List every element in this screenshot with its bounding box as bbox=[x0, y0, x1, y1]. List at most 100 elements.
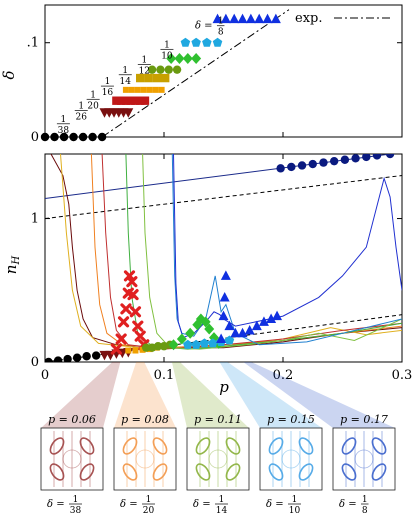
thumbnail-frame bbox=[259, 427, 323, 491]
bottom-series-4-marker bbox=[153, 342, 163, 351]
thumbnail-callouts bbox=[41, 362, 395, 428]
bottom-series-2-marker bbox=[120, 303, 132, 315]
bottom-series-6-marker bbox=[191, 339, 201, 349]
thumbnail-delta-denominator: 38 bbox=[70, 506, 82, 516]
top-series-2-marker bbox=[152, 86, 159, 93]
top-series-6-marker bbox=[202, 37, 212, 47]
top-y-axis-label: δ bbox=[0, 70, 18, 79]
bottom-series-7-marker bbox=[266, 313, 277, 323]
top-zero-marker bbox=[78, 132, 88, 142]
bottom-series-7-marker bbox=[272, 310, 283, 321]
bottom-series-8-marker bbox=[297, 161, 307, 170]
thumbnail-lobe bbox=[268, 463, 284, 481]
top-delta-label-1: 126 bbox=[74, 102, 88, 123]
top-delta-label-4-numerator: 1 bbox=[122, 66, 128, 76]
thumbnail-pattern bbox=[49, 431, 95, 487]
thumbnail-lobe bbox=[195, 463, 211, 481]
callout-wedge-2 bbox=[171, 362, 249, 428]
bottom-series-2-marker bbox=[134, 330, 146, 342]
top-zero-marker bbox=[59, 132, 69, 142]
nh-curve-1 bbox=[60, 154, 402, 349]
top-delta-label-7-numerator: 1 bbox=[218, 17, 224, 27]
top-series-4-marker bbox=[147, 65, 157, 74]
top-delta-label-6-numerator: 1 bbox=[164, 40, 170, 50]
bottom-lines-layer bbox=[45, 154, 402, 362]
bottom-series-7-marker bbox=[216, 333, 227, 344]
thumbnail-frame bbox=[186, 427, 250, 491]
thumbnail-title: p = 0.15 bbox=[267, 413, 315, 426]
top-series-1-marker bbox=[126, 96, 135, 105]
top-delta-label-2-denominator: 20 bbox=[87, 101, 99, 111]
thumbnail-4: p = 0.17 δ = 18 bbox=[332, 413, 396, 516]
thumbnail-frame bbox=[113, 427, 177, 491]
top-delta-label-7-prefix: δ = bbox=[195, 21, 213, 32]
top-delta-label-2: 120 bbox=[86, 90, 100, 111]
bottom-series-0-marker bbox=[45, 357, 53, 362]
bottom-series-7-marker bbox=[244, 324, 255, 335]
bottom-series-7-marker bbox=[218, 310, 229, 321]
callout-wedge-4 bbox=[243, 362, 395, 428]
top-zero-marker bbox=[50, 132, 59, 142]
top-series-7-marker bbox=[254, 13, 265, 24]
bottom-series-2-marker bbox=[115, 333, 127, 345]
top-series-3-marker bbox=[160, 73, 170, 83]
bottom-x-tick-label: 0.2 bbox=[273, 368, 294, 383]
bottom-series-2-marker bbox=[129, 306, 142, 318]
thumbnail-0: p = 0.06 δ = 138 bbox=[40, 413, 104, 516]
thumbnail-lobe bbox=[49, 437, 65, 455]
top-series-7-marker bbox=[262, 13, 273, 24]
top-series-2-marker bbox=[134, 86, 141, 93]
bottom-y-tick-label: 1 bbox=[31, 212, 39, 227]
bottom-series-2-marker bbox=[110, 343, 122, 355]
top-delta-label-0-numerator: 1 bbox=[61, 115, 67, 125]
thumbnail-lobe bbox=[341, 463, 357, 481]
thumbnail-delta-numerator: 1 bbox=[292, 495, 298, 505]
bottom-series-8-marker bbox=[276, 164, 285, 173]
bottom-series-3-marker bbox=[132, 347, 139, 354]
bottom-series-5-marker bbox=[185, 327, 196, 339]
top-plot-frame bbox=[44, 4, 403, 138]
top-series-6-marker bbox=[212, 37, 223, 47]
top-delta-label-6-denominator: 10 bbox=[161, 51, 173, 61]
bottom-series-8-marker bbox=[362, 154, 371, 162]
thumbnail-lobe bbox=[122, 437, 138, 455]
thumbnail-delta: δ = 110 bbox=[266, 495, 301, 516]
thumbnail-lobe bbox=[371, 437, 387, 455]
thumbnail-delta-denominator: 20 bbox=[143, 506, 155, 516]
thumbnail-ring bbox=[208, 449, 228, 469]
top-delta-label-5-denominator: 12 bbox=[139, 66, 150, 76]
bottom-series-3-marker bbox=[125, 347, 132, 354]
top-series-5-marker bbox=[191, 52, 202, 64]
bottom-y-axis-label-sub: H bbox=[11, 256, 22, 266]
bottom-series-0-marker bbox=[72, 353, 82, 362]
top-series-5-marker bbox=[174, 52, 185, 64]
thumbnail-title: p = 0.08 bbox=[121, 413, 169, 426]
top-series-5-marker bbox=[166, 52, 177, 64]
thumbnail-title: p = 0.06 bbox=[48, 413, 96, 426]
thumbnail-lobe bbox=[49, 463, 65, 481]
top-delta-label-4-denominator: 14 bbox=[120, 77, 132, 87]
bottom-series-7-marker bbox=[251, 320, 262, 331]
bottom-panel: 0 0.1 0.2 0.3 0 1 nH p bbox=[2, 153, 413, 396]
thumbnail-ring bbox=[135, 449, 155, 469]
legend: exp. bbox=[295, 11, 390, 26]
legend-label: exp. bbox=[295, 11, 322, 26]
top-delta-label-7: δ = 18 bbox=[195, 17, 225, 38]
bottom-series-0-marker bbox=[53, 356, 63, 362]
thumbnail-delta-denominator: 14 bbox=[216, 506, 228, 516]
thumbnail-pattern bbox=[268, 431, 314, 487]
thumbnail-delta: δ = 120 bbox=[120, 495, 155, 516]
top-delta-label-5: 112 bbox=[137, 55, 151, 76]
top-series-6-marker bbox=[180, 37, 191, 47]
bottom-ticks-layer: 0 0.1 0.2 0.3 0 1 bbox=[31, 154, 413, 383]
thumbnail-frame bbox=[332, 427, 396, 491]
top-series-7-marker bbox=[229, 13, 240, 24]
top-series-1-marker bbox=[116, 96, 126, 105]
thumbnail-lobe bbox=[225, 437, 241, 455]
top-series-7-marker bbox=[220, 13, 231, 24]
top-delta-label-0: 138 bbox=[56, 115, 70, 136]
bottom-x-tick-label: 0.3 bbox=[392, 368, 413, 383]
